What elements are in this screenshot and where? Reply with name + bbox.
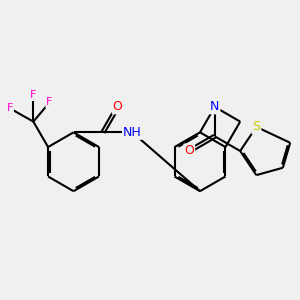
Text: O: O [113,100,123,113]
Text: F: F [7,103,13,113]
Text: O: O [184,145,194,158]
Text: NH: NH [123,126,142,139]
Text: N: N [210,100,219,113]
Text: S: S [252,120,260,134]
Text: F: F [46,98,53,107]
Text: F: F [30,90,37,100]
